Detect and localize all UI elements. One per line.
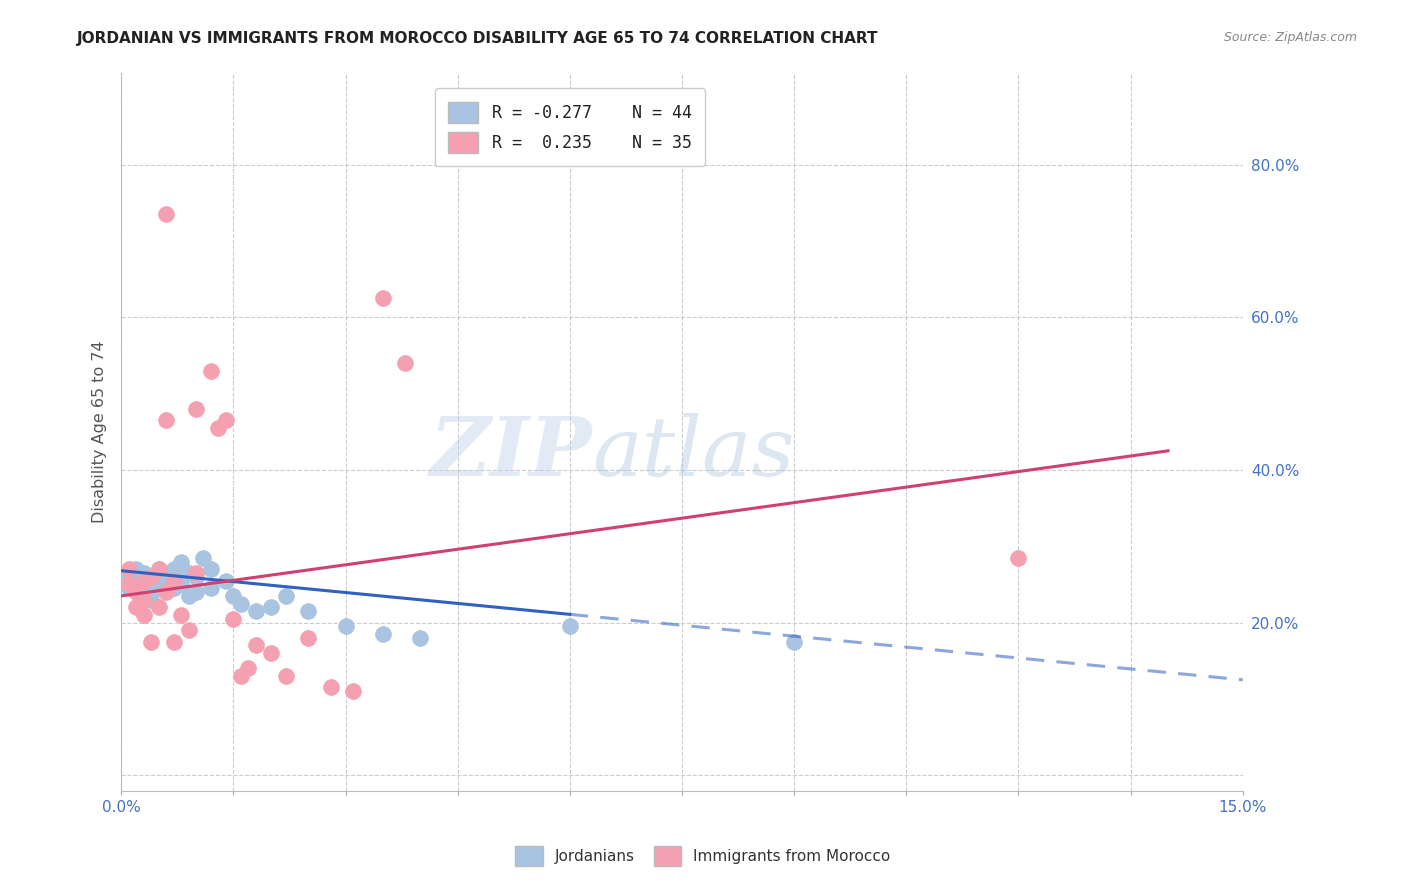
Point: [222, 589, 245, 603]
Point: [148, 600, 170, 615]
Point: [139, 634, 162, 648]
Point: [177, 624, 200, 638]
Point: [132, 592, 155, 607]
Point: [409, 631, 432, 645]
Point: [155, 413, 177, 427]
Point: [335, 619, 357, 633]
Point: [177, 566, 200, 580]
Point: [215, 413, 238, 427]
Point: [132, 607, 155, 622]
Point: [184, 566, 207, 580]
Point: [170, 570, 193, 584]
Point: [155, 566, 177, 580]
Point: [229, 597, 252, 611]
Point: [229, 669, 252, 683]
Point: [274, 589, 297, 603]
Point: [125, 585, 148, 599]
Point: [177, 589, 200, 603]
Point: [558, 619, 581, 633]
Point: [132, 566, 155, 580]
Text: JORDANIAN VS IMMIGRANTS FROM MOROCCO DISABILITY AGE 65 TO 74 CORRELATION CHART: JORDANIAN VS IMMIGRANTS FROM MOROCCO DIS…: [77, 31, 879, 46]
Point: [260, 646, 283, 660]
Point: [342, 684, 364, 698]
Text: ZIP: ZIP: [430, 413, 592, 493]
Legend: Jordanians, Immigrants from Morocco: Jordanians, Immigrants from Morocco: [508, 838, 898, 873]
Point: [139, 592, 162, 607]
Point: [170, 607, 193, 622]
Point: [139, 570, 162, 584]
Text: Source: ZipAtlas.com: Source: ZipAtlas.com: [1223, 31, 1357, 45]
Point: [783, 634, 806, 648]
Point: [155, 577, 177, 591]
Point: [1007, 550, 1029, 565]
Point: [162, 581, 184, 595]
Point: [125, 600, 148, 615]
Point: [245, 604, 267, 618]
Text: atlas: atlas: [592, 413, 794, 493]
Point: [200, 562, 222, 576]
Point: [184, 585, 207, 599]
Point: [297, 604, 319, 618]
Point: [170, 555, 193, 569]
Point: [125, 570, 148, 584]
Point: [155, 585, 177, 599]
Point: [118, 581, 141, 595]
Point: [125, 562, 148, 576]
Point: [148, 562, 170, 576]
Point: [132, 574, 155, 588]
Point: [125, 581, 148, 595]
Point: [222, 612, 245, 626]
Point: [238, 661, 260, 675]
Legend: R = -0.277    N = 44, R =  0.235    N = 35: R = -0.277 N = 44, R = 0.235 N = 35: [434, 88, 704, 166]
Point: [371, 627, 394, 641]
Point: [371, 291, 394, 305]
Point: [200, 581, 222, 595]
Point: [245, 639, 267, 653]
Point: [148, 574, 170, 588]
Point: [200, 364, 222, 378]
Point: [139, 574, 162, 588]
Point: [148, 581, 170, 595]
Point: [170, 577, 193, 591]
Point: [148, 570, 170, 584]
Point: [118, 577, 141, 591]
Point: [132, 589, 155, 603]
Point: [184, 401, 207, 416]
Point: [274, 669, 297, 683]
Point: [132, 577, 155, 591]
Point: [148, 562, 170, 576]
Point: [297, 631, 319, 645]
Point: [215, 574, 238, 588]
Point: [184, 570, 207, 584]
Point: [193, 550, 215, 565]
Point: [162, 570, 184, 584]
Point: [319, 681, 342, 695]
Y-axis label: Disability Age 65 to 74: Disability Age 65 to 74: [93, 341, 107, 523]
Point: [207, 421, 229, 435]
Point: [155, 207, 177, 221]
Point: [139, 585, 162, 599]
Point: [162, 634, 184, 648]
Point: [118, 566, 141, 580]
Point: [132, 574, 155, 588]
Point: [260, 600, 283, 615]
Point: [394, 356, 416, 370]
Point: [118, 562, 141, 576]
Point: [162, 574, 184, 588]
Point: [162, 562, 184, 576]
Point: [118, 574, 141, 588]
